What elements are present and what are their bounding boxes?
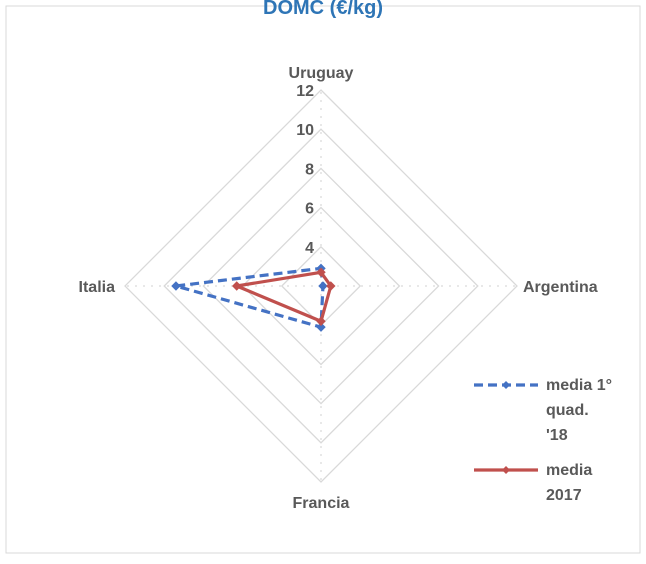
axis-labels: Uruguay Argentina Francia Italia [79,65,598,512]
data-point [316,322,326,332]
grid-ring [241,206,401,366]
tick-label: 6 [305,201,314,218]
legend-line: media [546,462,592,479]
tick-labels: 4 6 8 10 12 [296,83,314,257]
axis-label-italia: Italia [79,279,116,296]
legend: media 1° quad. '18 media 2017 [474,377,612,504]
data-point [171,281,181,291]
tick-label: 4 [305,240,314,257]
legend-marker [502,381,510,389]
data-point [316,316,326,326]
legend-line: media 1° [546,377,612,394]
axis-label-francia: Francia [293,495,350,512]
grid-ring [124,89,518,483]
legend-line: '18 [546,427,568,444]
data-point [326,281,336,291]
grid-ring [163,128,479,444]
series-layer [171,263,336,332]
data-point [316,267,326,277]
legend-line: quad. [546,402,589,419]
tick-label: 8 [305,161,314,178]
tick-label: 10 [296,122,314,139]
tick-label: 12 [296,83,314,100]
legend-line: 2017 [546,487,582,504]
legend-marker [502,466,510,474]
chart-title: DOMC (€/kg) [263,0,383,19]
axis-label-argentina: Argentina [523,279,598,296]
chart-frame [5,5,641,554]
legend-label-1: media 2017 [546,462,592,504]
legend-label-0: media 1° quad. '18 [546,377,612,444]
axis-label-uruguay: Uruguay [289,65,354,82]
data-point [232,281,242,291]
data-point [318,281,328,291]
grid-ring [202,167,440,405]
